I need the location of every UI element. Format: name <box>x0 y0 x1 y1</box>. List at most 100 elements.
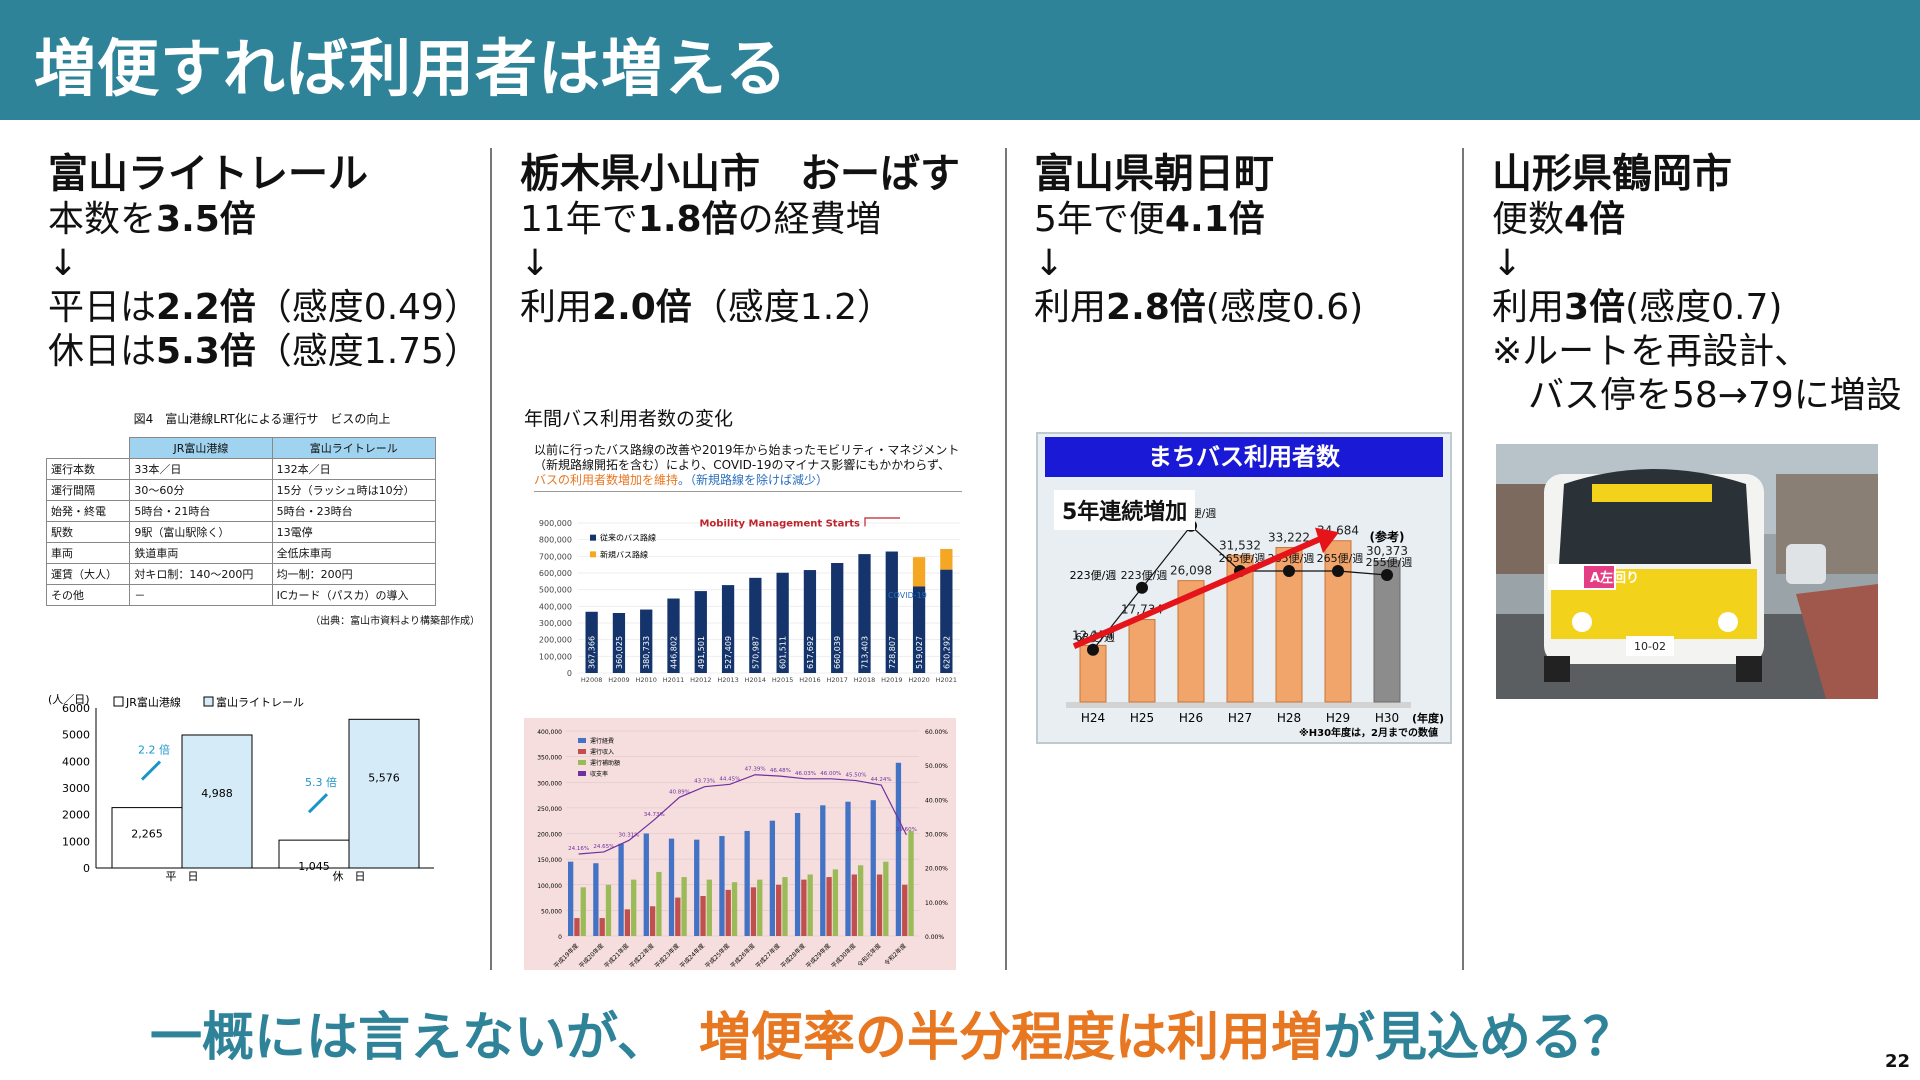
table-cell: 33本／日 <box>129 458 273 480</box>
slide-title: 増便すれば利用者は増える <box>34 32 789 105</box>
legend-label: JR富山港線 <box>125 695 181 709</box>
bar <box>731 882 738 936</box>
rate-line <box>578 774 907 855</box>
rate-label: 29.60% <box>896 827 917 833</box>
bar <box>807 874 813 936</box>
x-tick-label: H26 <box>1179 711 1203 725</box>
column-oyama: 栃木県小山市 おーばす 11年で1.8倍の経費増 ↓ 利用2.0倍（感度1.2） <box>520 150 960 330</box>
rate-label: 40.89% <box>669 789 690 795</box>
oyama-heading: 年間バス利用者数の変化 <box>524 408 734 430</box>
column-divider <box>1462 148 1464 970</box>
y-tick-label: 350,000 <box>537 755 562 762</box>
column-line: ↓ <box>1034 243 1065 284</box>
legend-label: 収支率 <box>590 770 608 778</box>
bar <box>675 897 681 936</box>
bar <box>794 813 801 936</box>
x-tick-label: 平成22年度 <box>628 942 656 970</box>
bar <box>870 800 876 936</box>
table-cell: 運行本数 <box>45 458 131 480</box>
y2-tick-label: 30.00% <box>925 832 948 839</box>
column-divider <box>490 148 492 970</box>
frequency-label: 265便/週 <box>1317 552 1364 565</box>
table-cell: 15分（ラッシュ時は10分） <box>271 479 437 501</box>
y-tick-label: 700,000 <box>539 552 572 561</box>
rate-label: 46.48% <box>770 768 791 774</box>
bar-existing-route <box>940 569 953 673</box>
column-line: 利用3倍(感度0.7) <box>1492 287 1783 328</box>
column-line: 5年で便4.1倍 <box>1034 199 1265 240</box>
column-title: 山形県鶴岡市 <box>1492 151 1732 197</box>
bar-value-label: 728,807 <box>888 636 897 669</box>
ratio-annotation: 2.2 倍 <box>138 743 170 757</box>
bar-value-label: 33,222 <box>1268 531 1310 545</box>
legend-swatch <box>578 760 586 765</box>
x-tick-label: 令和元年度 <box>856 942 883 969</box>
bar <box>681 877 687 936</box>
bar <box>599 918 605 936</box>
bar-value-label: 527,409 <box>724 636 733 669</box>
frequency-label: 265便/週 <box>1219 552 1266 565</box>
table-row: 運行本数 33本／日 132本／日 <box>45 458 437 480</box>
bar <box>643 833 649 936</box>
bar <box>902 884 908 936</box>
rate-label: 46.00% <box>820 771 841 777</box>
y2-tick-label: 10.00% <box>925 900 948 907</box>
bar-value-label: 5,576 <box>368 771 400 784</box>
table-header <box>46 437 131 459</box>
covid-label: COVID-19 <box>888 591 927 600</box>
bar-existing-route <box>694 591 707 673</box>
legend-label: 新規バス路線 <box>600 549 648 559</box>
bar <box>832 869 839 936</box>
bar-existing-route <box>912 586 926 673</box>
y-tick-label: 200,000 <box>537 832 562 839</box>
message-part1: 一概には言えないが、 <box>150 1008 669 1068</box>
bar-existing-route <box>667 598 680 673</box>
bar-value-label: 360,025 <box>615 636 624 669</box>
oyama-note: 以前に行ったバス路線の改善や2019年から始まったモビリティ・マネジメント（新規… <box>534 443 962 492</box>
bar <box>111 807 183 869</box>
column-line: 11年で1.8倍の経費増 <box>520 199 882 240</box>
x-tick-label: H2008 <box>581 676 602 684</box>
bar-existing-route <box>776 572 789 673</box>
bar <box>895 762 902 936</box>
y-tick-label: 250,000 <box>537 806 562 813</box>
bar-value-label: 367,366 <box>588 636 597 669</box>
page-number: 22 <box>1884 1051 1910 1072</box>
trend-arrowhead <box>1315 527 1339 554</box>
rate-label: 44.24% <box>871 777 892 783</box>
rate-label: 30.31% <box>619 832 640 838</box>
bar <box>845 801 851 936</box>
rate-label: 47.39% <box>745 767 766 773</box>
y-tick-label: 2000 <box>62 809 90 822</box>
y-tick-label: 50,000 <box>541 908 562 915</box>
y-tick-label: 150,000 <box>537 857 562 864</box>
ridership-bar <box>1128 619 1156 703</box>
y-tick-label: 6000 <box>62 702 90 715</box>
x-tick-label: 休 日 <box>333 870 366 883</box>
bar <box>348 718 420 869</box>
frequency-point <box>1087 643 1099 656</box>
bar-existing-route <box>858 554 871 673</box>
asahi-footnote: ※H30年度は，2月までの数値 <box>1299 726 1438 739</box>
rate-label: 34.73% <box>644 812 665 818</box>
bar <box>656 871 662 936</box>
bar-value-label: 713,403 <box>861 636 870 669</box>
rate-label: 24.16% <box>568 846 589 852</box>
bar-value-label: 1,045 <box>298 860 330 873</box>
column-title: 栃木県小山市 おーばす <box>520 151 960 197</box>
chart-floor <box>1066 702 1411 708</box>
table-cell: 5時台・23時台 <box>271 500 437 522</box>
x-tick-label: 平成21年度 <box>602 942 630 970</box>
tsuruoka-bus-photo: A左回り 10-02 <box>1496 444 1878 699</box>
bar <box>694 839 700 936</box>
x-tick-label: H2012 <box>690 676 711 684</box>
x-tick-label: 平成27年度 <box>754 942 782 970</box>
table-cell: 13電停 <box>271 521 437 543</box>
bar <box>700 896 706 936</box>
x-tick-label: 平成26年度 <box>728 942 756 970</box>
note-blue: 。（新規路線を除けば減少） <box>678 473 829 487</box>
x-tick-label: H2016 <box>799 676 820 684</box>
y-tick-label: 3000 <box>62 782 90 795</box>
bar-value-label: 380,733 <box>642 636 651 669</box>
x-tick-label: H2013 <box>717 676 738 684</box>
